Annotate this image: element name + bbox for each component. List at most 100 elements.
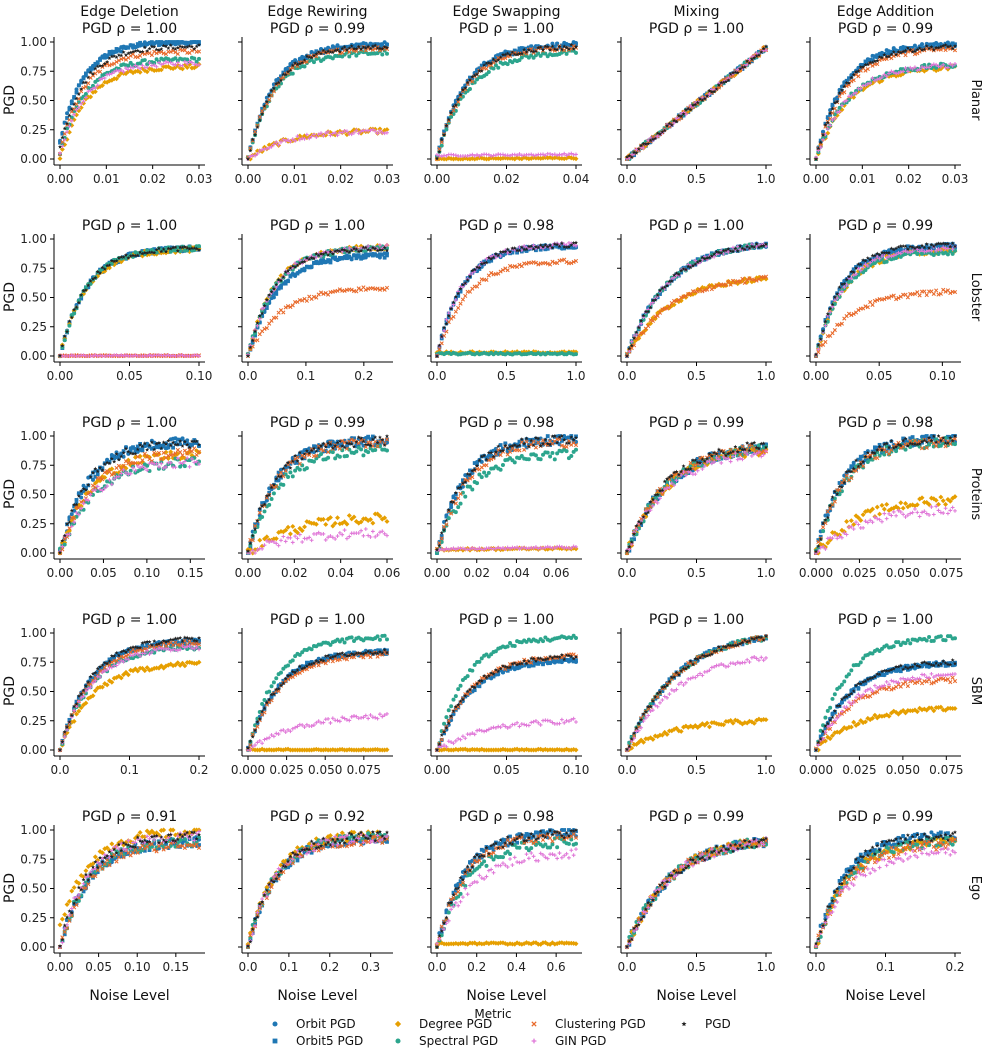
data-point [382,44,387,49]
data-point [574,44,578,49]
data-point [375,46,380,51]
x-tick-label: 0.03 [186,172,213,186]
data-point [264,146,269,151]
data-point [507,155,513,161]
data-point [542,155,548,160]
data-point [81,100,87,106]
data-point [302,58,307,62]
data-point [83,91,88,96]
data-point [180,63,185,68]
data-point [264,101,269,106]
data-point [522,47,527,52]
data-point [182,45,187,49]
data-point [326,49,331,53]
data-point [168,49,173,54]
data-point [574,352,578,357]
data-point [451,108,456,113]
data-point [131,43,135,48]
data-point [385,253,389,258]
data-point [510,50,515,54]
data-point [84,95,88,100]
data-point [79,89,84,94]
data-point [116,73,122,79]
data-point [493,59,498,63]
data-point [69,512,74,517]
subplot-title: PGD ρ = 0.98 [459,218,554,234]
data-point [128,43,133,48]
data-point [62,120,67,125]
data-point [86,69,91,74]
data-point [274,292,279,296]
data-point [538,155,544,161]
data-point [267,93,272,98]
subplot-title: PGD ρ = 0.99 [270,21,365,37]
data-point [531,55,536,60]
data-point [112,70,117,74]
data-point [262,106,267,111]
data-point [178,40,183,44]
data-point [460,297,465,302]
data-point [297,61,302,66]
data-point [479,63,484,68]
data-point [288,139,293,144]
data-point [297,58,302,63]
y-tick-label: 1.00 [20,232,47,246]
data-point [62,126,67,131]
data-point [566,154,572,160]
data-point [470,79,475,84]
data-point [453,309,458,314]
data-point [58,140,62,145]
data-point [152,63,157,68]
x-tick-label: 0.00 [47,369,74,383]
data-point [175,60,180,65]
data-point [534,45,538,50]
data-point [116,58,121,63]
data-point [257,537,263,543]
data-point [377,46,382,51]
data-point [302,133,308,139]
data-point [359,42,363,47]
data-point [449,110,454,115]
data-point [437,149,442,154]
x-tick-label: 0.05 [866,369,893,383]
data-point [335,44,340,49]
data-point [97,69,103,74]
data-point [300,136,305,141]
data-point [72,102,77,106]
data-point [295,62,300,67]
data-point [496,57,501,62]
data-point [281,72,286,77]
data-point [190,60,194,65]
data-point [555,47,560,52]
data-point [456,97,461,102]
x-tick-label: 0.03 [942,172,969,186]
data-point [93,85,98,90]
data-point [482,63,487,67]
data-point [142,45,147,50]
data-point [460,156,466,162]
data-point [561,156,567,162]
y-tick-label: 0.25 [20,123,47,137]
data-point [500,155,506,161]
data-point [952,48,958,53]
data-point [470,74,475,79]
data-point [74,102,79,107]
data-point [267,145,272,150]
data-point [924,292,929,298]
data-point [81,76,86,81]
data-point [102,55,107,60]
data-point [269,93,274,98]
data-point [380,52,385,57]
data-point [378,129,382,133]
data-point [354,46,359,51]
data-point [330,131,335,136]
data-point [290,71,295,76]
data-point [382,127,388,133]
data-point [190,40,194,44]
data-point [337,47,342,51]
subplot-title: PGD ρ = 1.00 [82,21,177,37]
data-point [194,59,199,64]
data-point [161,43,166,48]
data-point [345,129,349,134]
